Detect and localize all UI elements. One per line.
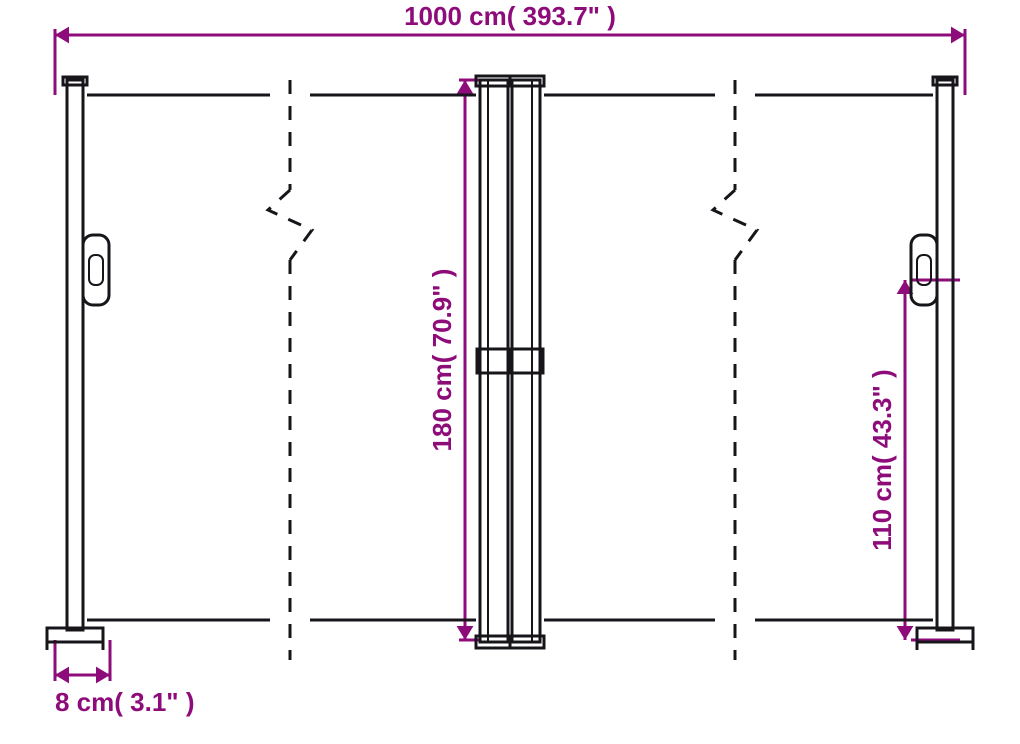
left-post-handle <box>83 235 109 305</box>
base-width-dimension-label: 8 cm( 3.1" ) <box>55 687 195 717</box>
center-cassette-right <box>512 80 540 642</box>
center-cassette-left <box>480 80 508 642</box>
right-post-handle <box>911 235 937 305</box>
height-dimension-label: 180 cm( 70.9" ) <box>427 269 457 452</box>
right-post <box>937 80 953 630</box>
handle-height-dimension-label: 110 cm( 43.3" ) <box>867 369 897 550</box>
left-post <box>67 80 83 630</box>
width-dimension-label: 1000 cm( 393.7" ) <box>404 1 616 31</box>
